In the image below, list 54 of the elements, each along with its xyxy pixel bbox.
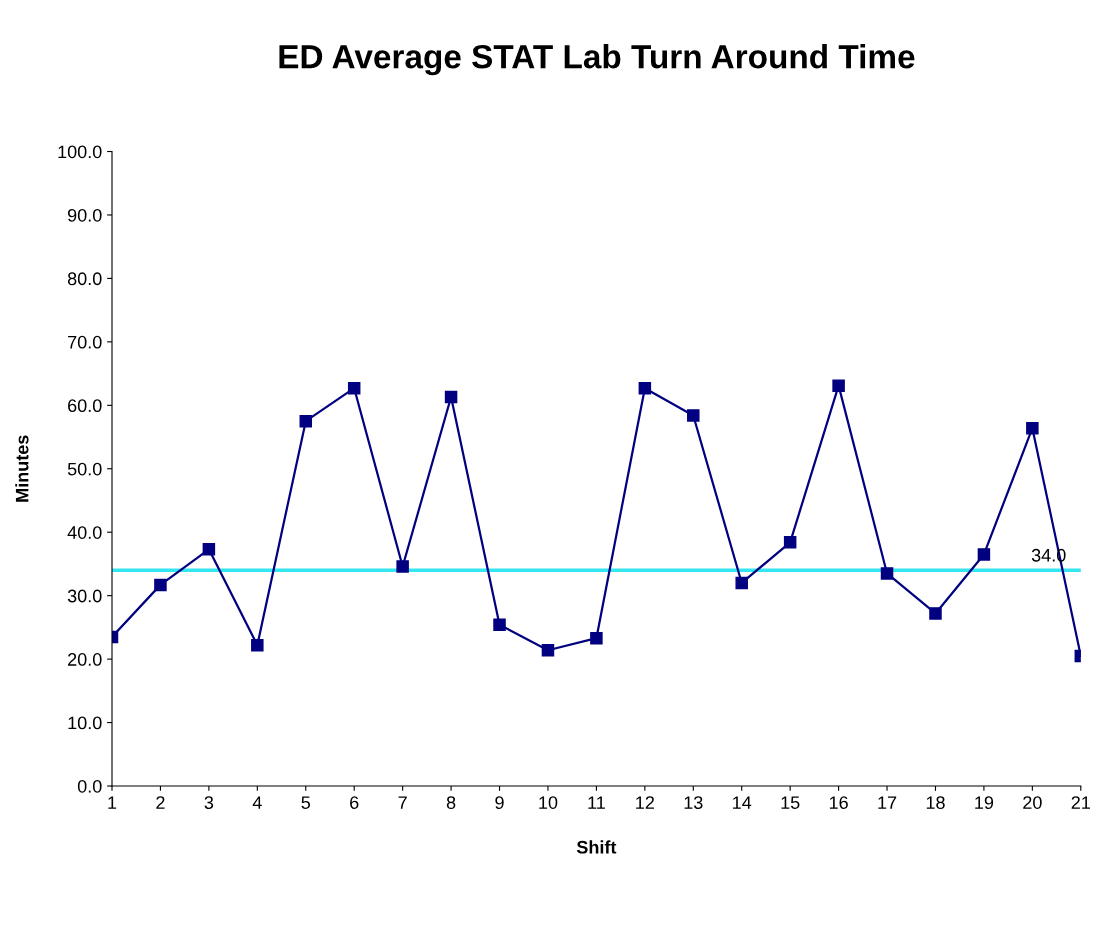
y-tick-label: 50.0 [67, 462, 102, 476]
point [251, 638, 264, 652]
point [832, 379, 845, 392]
point [1026, 421, 1039, 435]
x-tick-label: 19 [975, 796, 994, 809]
y-tick-label: 70.0 [68, 335, 102, 349]
point [444, 390, 458, 404]
point [541, 643, 555, 657]
point [638, 381, 652, 395]
y-axis-title: Minutes [15, 435, 29, 502]
x-tick-label: 2 [156, 796, 165, 809]
point [493, 618, 506, 632]
x-tick-label: 15 [781, 796, 800, 809]
x-tick-label: 14 [733, 796, 752, 809]
x-tick-label: 21 [1071, 796, 1090, 809]
chart-title: ED Average STAT Lab Turn Around Time [279, 44, 915, 76]
y-tick-label: 10.0 [68, 716, 102, 730]
y-tick-label: 30.0 [67, 589, 102, 603]
x-tick-label: 9 [495, 796, 504, 809]
point [783, 536, 797, 549]
point [977, 548, 991, 561]
y-tick-label: 100.0 [58, 145, 102, 159]
point [202, 543, 216, 556]
y-tick-label: 60.0 [68, 399, 102, 413]
point [299, 414, 313, 428]
x-tick-label: 12 [636, 796, 654, 809]
x-tick-label: 17 [878, 796, 897, 809]
point [590, 631, 603, 645]
x-tick-label: 16 [829, 796, 848, 809]
point [347, 381, 361, 395]
x-tick-label: 13 [684, 796, 703, 809]
x-tick-label: 4 [252, 796, 262, 809]
x-tick-label: 10 [539, 796, 558, 809]
x-tick-label: 6 [350, 796, 359, 809]
point [929, 607, 942, 620]
y-tick-label: 0.0 [77, 779, 102, 793]
x-tick-label: 7 [398, 796, 407, 809]
x-tick-label: 1 [108, 796, 117, 809]
point [154, 578, 167, 592]
y-tick-label: 90.0 [67, 208, 102, 222]
x-axis-title: Shift [576, 840, 617, 854]
point [880, 567, 894, 580]
point [396, 560, 409, 573]
x-tick-label: 18 [926, 796, 945, 809]
x-tick-label: 20 [1023, 796, 1042, 809]
y-tick-label: 40.0 [67, 526, 102, 539]
y-tick-label: 80.0 [67, 272, 102, 286]
x-tick-label: 5 [301, 796, 311, 809]
x-tick-label: 8 [446, 796, 456, 809]
y-tick-label: 20.0 [68, 653, 102, 666]
x-tick-label: 3 [204, 796, 214, 809]
point [735, 576, 748, 590]
x-tick-label: 11 [588, 796, 605, 809]
point [687, 409, 700, 422]
